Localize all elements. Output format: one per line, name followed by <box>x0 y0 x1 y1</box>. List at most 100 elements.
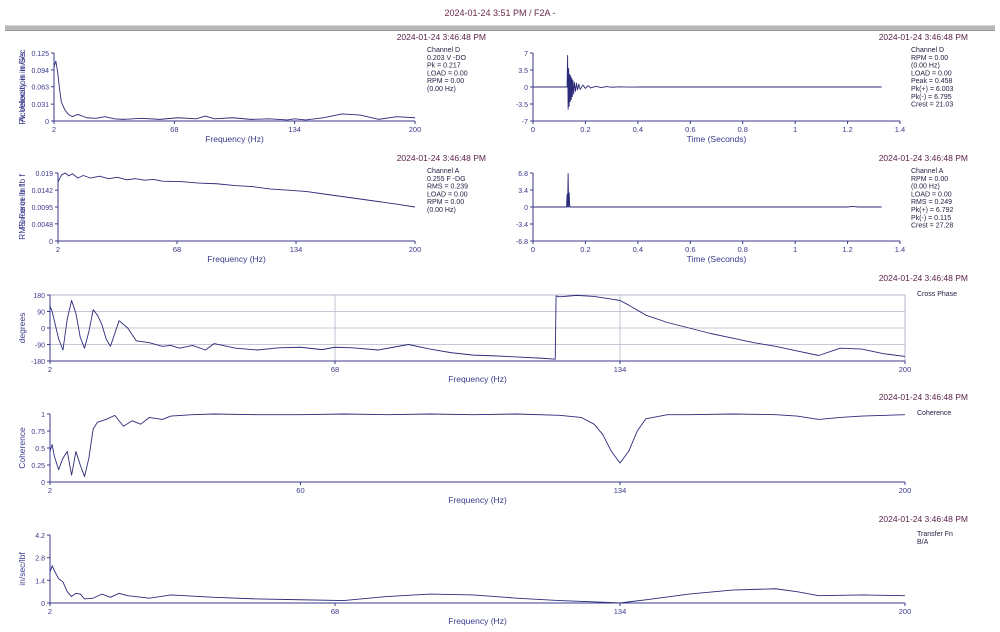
x-tick-label: 0.4 <box>633 245 643 254</box>
x-tick-label: 68 <box>173 245 181 254</box>
x-tick-label: 134 <box>288 125 301 134</box>
chart-timestamp: 2024-01-24 3:46:48 PM <box>879 273 968 283</box>
y-tick-label: -3.5 <box>516 102 528 109</box>
y-axis-label: Coherence <box>17 427 27 469</box>
series-line <box>49 565 906 604</box>
info-line: Pk(+) = 6.792 <box>911 207 954 214</box>
x-axis-label: Frequency (Hz) <box>448 495 507 505</box>
x-tick-label: 0.6 <box>685 125 695 134</box>
chart-timestamp: 2024-01-24 3:46:48 PM <box>879 32 968 42</box>
y-tick-label: 0 <box>41 601 45 608</box>
info-line: LOAD = 0.00 <box>911 191 952 198</box>
y-tick-label: 0 <box>45 119 49 126</box>
chart-timestamp: 2024-01-24 3:46:48 PM <box>397 153 486 163</box>
info-line: 0.255 F -DG <box>427 176 466 183</box>
info-line: (0.00 Hz) <box>911 63 940 70</box>
y-tick-label: -90 <box>35 343 45 350</box>
series-line <box>533 54 882 110</box>
y-tick-label: 0 <box>49 239 53 246</box>
y-tick-label: 0 <box>524 205 528 212</box>
info-line: Transfer Fn <box>917 531 953 538</box>
x-axis-label: Frequency (Hz) <box>207 254 266 264</box>
y-tick-label: 180 <box>33 293 45 300</box>
x-tick-label: 2 <box>48 365 52 374</box>
info-line: Channel D <box>911 47 944 54</box>
x-tick-label: 200 <box>899 365 912 374</box>
info-line: Crest = 27.28 <box>911 223 953 230</box>
x-tick-label: 134 <box>614 607 627 616</box>
y-axis-label: in/sec/lbf <box>17 552 27 586</box>
info-line: RMS = 0.239 <box>427 184 468 191</box>
chart-panel-3: 0 0.0048 0.0095 0.0142 0.019 2 68 134 200 Frequen… <box>17 153 486 264</box>
y-tick-label: 0.5 <box>35 446 45 453</box>
y-tick-label: 0.0095 <box>32 205 54 212</box>
y-tick-label: 1.4 <box>35 578 45 585</box>
info-line: Pk(-) = 6.795 <box>911 94 952 101</box>
x-tick-label: 134 <box>614 365 627 374</box>
y-tick-label: 0.019 <box>35 171 53 178</box>
y-tick-label: 6.8 <box>518 171 528 178</box>
info-line: Cross Phase <box>917 291 957 298</box>
info-line: RPM = 0.00 <box>427 199 464 206</box>
x-tick-label: 200 <box>409 125 422 134</box>
chart-panel-1: 0 0.031 0.063 0.094 0.125 2 68 134 200 Frequency … <box>17 32 486 144</box>
series-line <box>53 60 416 121</box>
x-tick-label: 1.4 <box>895 125 905 134</box>
y-tick-label: 3.5 <box>518 68 528 75</box>
x-axis-label: Time (Seconds) <box>687 254 747 264</box>
x-tick-label: 2 <box>48 486 52 495</box>
chart-panel-4: -6.8 -3.4 0 3.4 6.8 0 0.2 0.4 0.6 0.8 1 1.2 1.4 Time … <box>17 153 968 264</box>
x-tick-label: 2 <box>48 607 52 616</box>
info-line: RPM = 0.00 <box>911 176 948 183</box>
x-axis-label: Time (Seconds) <box>687 134 747 144</box>
chart-panel-6: 0 0.25 0.5 0.75 1 2 60 134 200 Frequency (Hz) Cohe… <box>17 392 968 505</box>
y-tick-label: -3.4 <box>516 222 528 229</box>
x-tick-label: 0.2 <box>580 125 590 134</box>
info-line: LOAD = 0.00 <box>911 70 952 77</box>
info-line: 0.203 V -DO <box>427 55 466 62</box>
info-line: RMS = 0.249 <box>911 199 952 206</box>
x-tick-label: 68 <box>331 365 339 374</box>
info-line: Pk(+) = 6.003 <box>911 86 954 93</box>
series-line <box>49 294 906 360</box>
y-tick-label: -6.8 <box>516 239 528 246</box>
info-line: Coherence <box>917 410 951 417</box>
x-tick-label: 0.4 <box>633 125 643 134</box>
x-tick-label: 2 <box>52 125 56 134</box>
series-line <box>533 173 882 208</box>
y-axis-label: degrees <box>17 313 27 344</box>
y-tick-label: 0 <box>41 480 45 487</box>
x-tick-label: 200 <box>409 245 422 254</box>
info-line: (0.00 Hz) <box>911 184 940 191</box>
chart-panel-5: -180 -90 0 90 180 2 68 134 200 Frequency (Hz) degr… <box>17 273 968 384</box>
x-tick-label: 200 <box>899 486 912 495</box>
x-tick-label: 0.6 <box>685 245 695 254</box>
info-line: LOAD = 0.00 <box>427 70 468 77</box>
x-tick-label: 60 <box>296 486 304 495</box>
x-tick-label: 0 <box>531 245 535 254</box>
y-tick-label: 90 <box>37 310 45 317</box>
x-tick-label: 134 <box>614 486 627 495</box>
info-line: B/A <box>917 539 929 546</box>
series-line <box>49 413 906 478</box>
info-line: Pk = 0.217 <box>427 63 461 70</box>
y-tick-label: 0 <box>524 85 528 92</box>
report-title: 2024-01-24 3:51 PM / F2A - <box>444 8 556 18</box>
chart-timestamp: 2024-01-24 3:46:48 PM <box>397 32 486 42</box>
y-tick-label: 0.031 <box>31 102 49 109</box>
info-line: Crest = 21.03 <box>911 102 953 109</box>
x-axis-label: Frequency (Hz) <box>448 374 507 384</box>
info-line: Channel A <box>911 168 944 175</box>
x-tick-label: 0.2 <box>580 245 590 254</box>
y-axis-label: Acceleration in G's <box>17 52 27 123</box>
y-tick-label: 4.2 <box>35 533 45 540</box>
y-tick-label: 0.094 <box>31 68 49 75</box>
y-tick-label: 0.0142 <box>32 188 54 195</box>
chart-timestamp: 2024-01-24 3:46:48 PM <box>879 153 968 163</box>
info-line: (0.00 Hz) <box>427 207 456 214</box>
y-tick-label: 0.0048 <box>32 222 54 229</box>
x-tick-label: 0.8 <box>737 245 747 254</box>
chart-panel-2: -7 -3.5 0 3.5 7 0 0.2 0.4 0.6 0.8 1 1.2 1.4 Time (Sec… <box>17 32 968 144</box>
x-tick-label: 1.2 <box>842 125 852 134</box>
y-tick-label: 0.25 <box>31 463 45 470</box>
